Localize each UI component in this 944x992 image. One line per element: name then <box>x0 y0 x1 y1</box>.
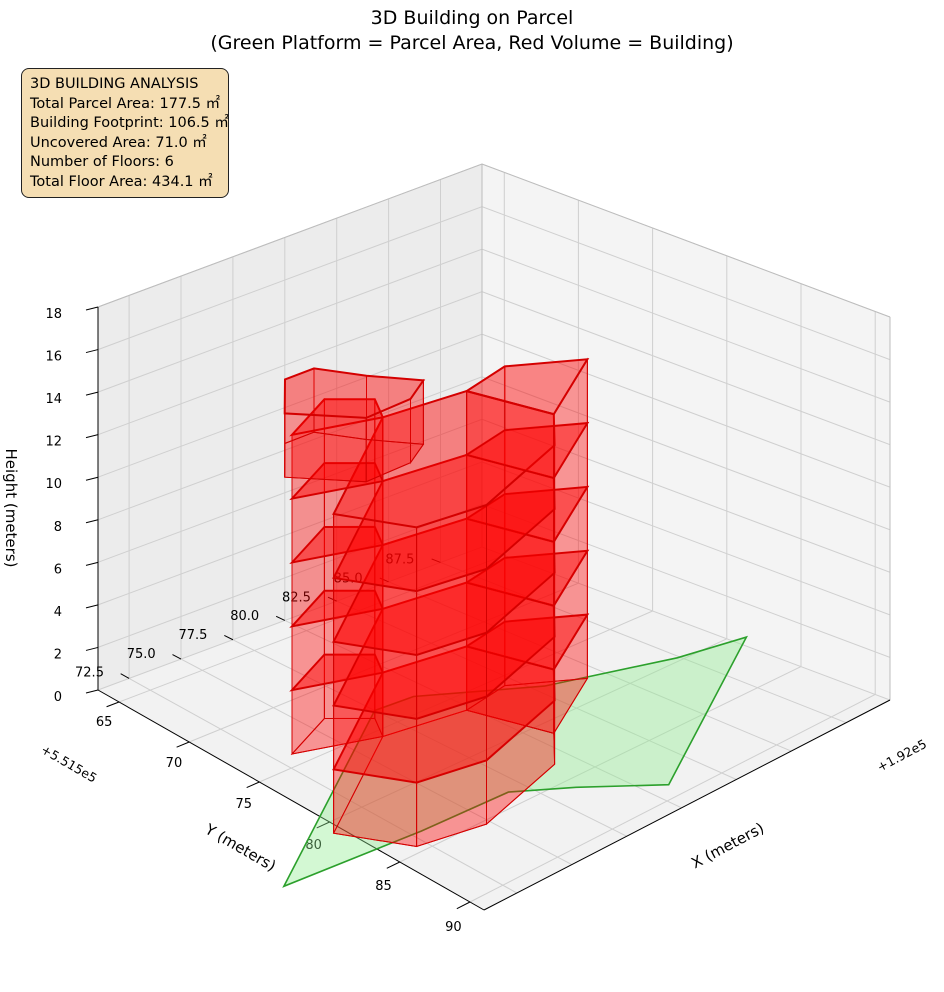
z-axis-label: Height (meters) <box>2 449 20 568</box>
tick-marks: 65707580859072.575.077.580.082.585.087.5… <box>45 306 471 935</box>
z-tick-label: 4 <box>54 605 62 620</box>
floor-5-block-3-top <box>464 358 590 416</box>
z-tick <box>85 689 99 694</box>
info-line: Total Floor Area: 434.1 ㎡ <box>30 173 213 190</box>
x-tick-label: 75 <box>236 797 253 812</box>
y-offset-label: +5.515e5 <box>39 742 100 786</box>
x-tick <box>456 901 471 910</box>
building-layer <box>283 357 590 848</box>
y-tick <box>224 635 234 641</box>
y-tick <box>431 558 441 563</box>
x-tick-label: 90 <box>445 920 462 935</box>
x-tick <box>316 821 330 829</box>
y-tick-label: 72.5 <box>75 666 104 681</box>
y-tick-label: 80.0 <box>230 609 259 624</box>
floor-6-top <box>283 367 426 419</box>
info-line: Number of Floors: 6 <box>30 154 174 170</box>
right-pane <box>482 164 890 700</box>
chart-subtitle: (Green Platform = Parcel Area, Red Volum… <box>210 32 734 54</box>
z-tick-label: 18 <box>45 307 62 322</box>
z-tick <box>85 476 99 481</box>
info-line: Uncovered Area: 71.0 ㎡ <box>30 134 207 151</box>
left-pane <box>98 164 482 690</box>
z-tick-label: 6 <box>54 562 62 577</box>
info-line: Total Parcel Area: 177.5 ㎡ <box>30 95 221 112</box>
x-tick-label: 70 <box>166 756 183 771</box>
info-line: 3D BUILDING ANALYSIS <box>30 76 199 92</box>
x-tick <box>386 861 401 869</box>
z-tick <box>85 434 99 439</box>
axis-panes <box>98 164 890 910</box>
z-tick <box>85 646 99 651</box>
y-tick <box>327 596 337 602</box>
parcel-platform <box>282 635 748 888</box>
x-offset-label: +1.92e5 <box>874 736 929 775</box>
z-tick-label: 2 <box>54 647 62 662</box>
z-tick-label: 14 <box>45 392 62 407</box>
parcel-layer <box>282 635 748 888</box>
x-tick <box>176 741 190 748</box>
z-tick <box>85 306 99 311</box>
x-tick-label: 80 <box>305 838 322 853</box>
analysis-info-box: 3D BUILDING ANALYSIS Total Parcel Area: … <box>21 68 229 198</box>
z-tick-label: 8 <box>54 520 62 535</box>
y-tick-label: 77.5 <box>178 628 207 643</box>
z-tick <box>85 349 99 354</box>
z-tick-label: 0 <box>54 690 62 705</box>
y-axis-line <box>97 689 485 911</box>
y-axis-label: Y (meters) <box>201 820 279 875</box>
axis-lines <box>97 163 891 911</box>
z-tick <box>85 519 99 524</box>
x-tick <box>246 781 260 789</box>
info-line: Building Footprint: 106.5 ㎡ <box>30 115 229 131</box>
z-tick-label: 16 <box>45 350 62 365</box>
x-tick-label: 85 <box>375 879 392 894</box>
y-tick-label: 82.5 <box>282 590 311 605</box>
y-tick <box>172 654 182 660</box>
z-tick <box>85 391 99 396</box>
z-tick-label: 12 <box>45 435 62 450</box>
x-axis-line <box>483 699 891 911</box>
y-tick <box>120 673 130 679</box>
y-tick <box>275 615 286 621</box>
y-tick-label: 85.0 <box>334 572 363 587</box>
x-tick <box>106 701 120 708</box>
x-tick-label: 65 <box>96 715 113 730</box>
chart-title: 3D Building on Parcel <box>370 7 574 29</box>
z-tick-label: 10 <box>45 477 62 492</box>
z-tick <box>85 561 99 566</box>
floor-pane <box>98 547 890 910</box>
x-axis-label: X (meters) <box>688 819 767 872</box>
z-tick <box>85 604 99 609</box>
y-tick-label: 75.0 <box>127 647 156 662</box>
y-tick <box>379 577 389 583</box>
y-tick-label: 87.5 <box>385 553 414 568</box>
